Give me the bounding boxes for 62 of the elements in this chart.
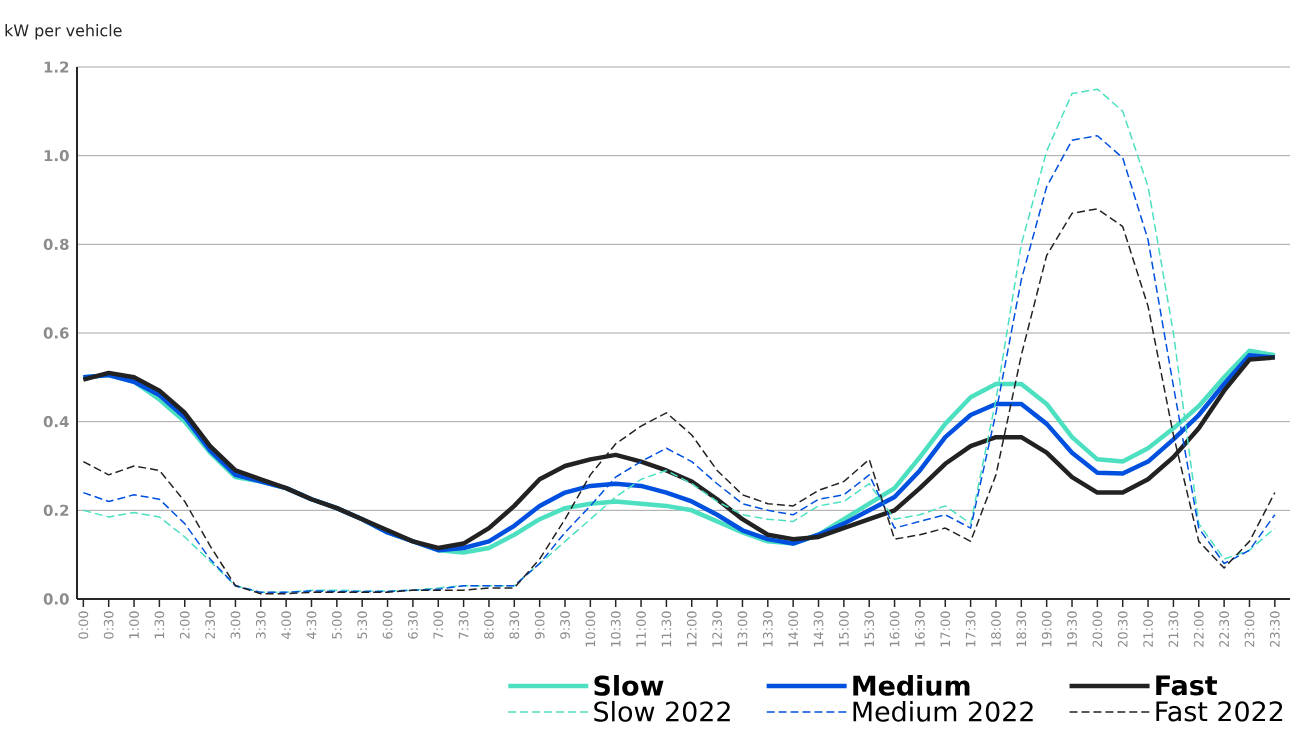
x-tick-label: 23:30 — [1269, 611, 1280, 647]
x-tick-label: 10:00 — [585, 611, 596, 647]
x-tick-label: 3:30 — [255, 611, 266, 639]
legend-label: Slow — [594, 675, 664, 696]
x-tick-label: 18:30 — [1016, 611, 1027, 647]
y-tick-label: 0.0 — [43, 593, 69, 605]
x-tick-label: 0:00 — [78, 611, 89, 639]
x-tick-label: 13:30 — [762, 611, 773, 647]
y-tick-label: 1.2 — [44, 61, 69, 73]
x-tick-label: 14:30 — [813, 611, 824, 647]
y-axis-title: kW per vehicle — [5, 24, 122, 40]
legend-label: Medium — [853, 675, 970, 696]
x-tick-label: 1:00 — [129, 611, 139, 639]
x-tick-label: 17:00 — [940, 611, 951, 647]
x-tick-label: 10:30 — [610, 611, 621, 647]
x-tick-label: 23:00 — [1244, 611, 1255, 647]
y-tick-label: 0.6 — [43, 327, 69, 339]
x-tick-label: 3:00 — [230, 611, 241, 639]
x-tick-label: 15:30 — [864, 611, 875, 647]
x-tick-label: 0:30 — [103, 611, 114, 639]
legend-label: Slow 2022 — [594, 700, 730, 722]
legend-label: Fast — [1156, 675, 1218, 696]
x-tick-label: 8:30 — [509, 611, 520, 639]
x-tick-label: 14:00 — [788, 611, 799, 647]
x-tick-label: 15:00 — [838, 611, 849, 647]
x-tick-label: 2:00 — [179, 611, 190, 639]
y-tick-label: 1.0 — [44, 150, 69, 162]
x-tick-label: 13:00 — [737, 611, 748, 647]
x-tick-label: 21:00 — [1143, 611, 1153, 647]
legend-label: Fast 2022 — [1156, 701, 1283, 722]
x-tick-label: 16:00 — [889, 611, 900, 647]
y-tick-label: 0.2 — [43, 504, 69, 516]
legend-label: Medium 2022 — [853, 700, 1033, 722]
x-tick-label: 9:00 — [534, 611, 545, 639]
x-tick-label: 7:00 — [433, 611, 444, 639]
y-tick-label: 0.4 — [43, 416, 69, 428]
x-tick-label: 1:30 — [154, 611, 165, 639]
x-tick-label: 19:00 — [1041, 611, 1052, 647]
x-tick-label: 6:30 — [408, 611, 418, 639]
x-tick-label: 19:30 — [1067, 611, 1077, 647]
x-tick-label: 20:30 — [1117, 611, 1128, 647]
x-tick-label: 12:00 — [686, 611, 697, 647]
x-tick-label: 6:00 — [382, 611, 393, 639]
x-tick-label: 2:30 — [205, 611, 215, 639]
x-tick-label: 17:30 — [965, 611, 976, 647]
x-tick-label: 22:00 — [1193, 611, 1204, 647]
x-tick-label: 5:30 — [357, 611, 368, 639]
x-tick-label: 20:00 — [1092, 611, 1103, 647]
x-tick-label: 18:00 — [991, 611, 1001, 647]
x-tick-label: 9:30 — [560, 611, 570, 639]
x-tick-label: 12:30 — [712, 611, 723, 647]
x-tick-label: 16:30 — [915, 611, 925, 647]
x-tick-label: 8:00 — [484, 611, 494, 639]
x-tick-label: 22:30 — [1219, 611, 1230, 647]
y-tick-label: 0.8 — [43, 238, 69, 250]
x-tick-label: 11:00 — [636, 611, 646, 647]
x-tick-label: 5:00 — [331, 611, 342, 639]
x-tick-label: 4:00 — [281, 611, 292, 639]
x-tick-label: 7:30 — [458, 611, 469, 639]
x-tick-label: 11:30 — [661, 611, 672, 647]
x-tick-label: 21:30 — [1168, 611, 1179, 647]
x-tick-label: 4:30 — [306, 611, 317, 639]
